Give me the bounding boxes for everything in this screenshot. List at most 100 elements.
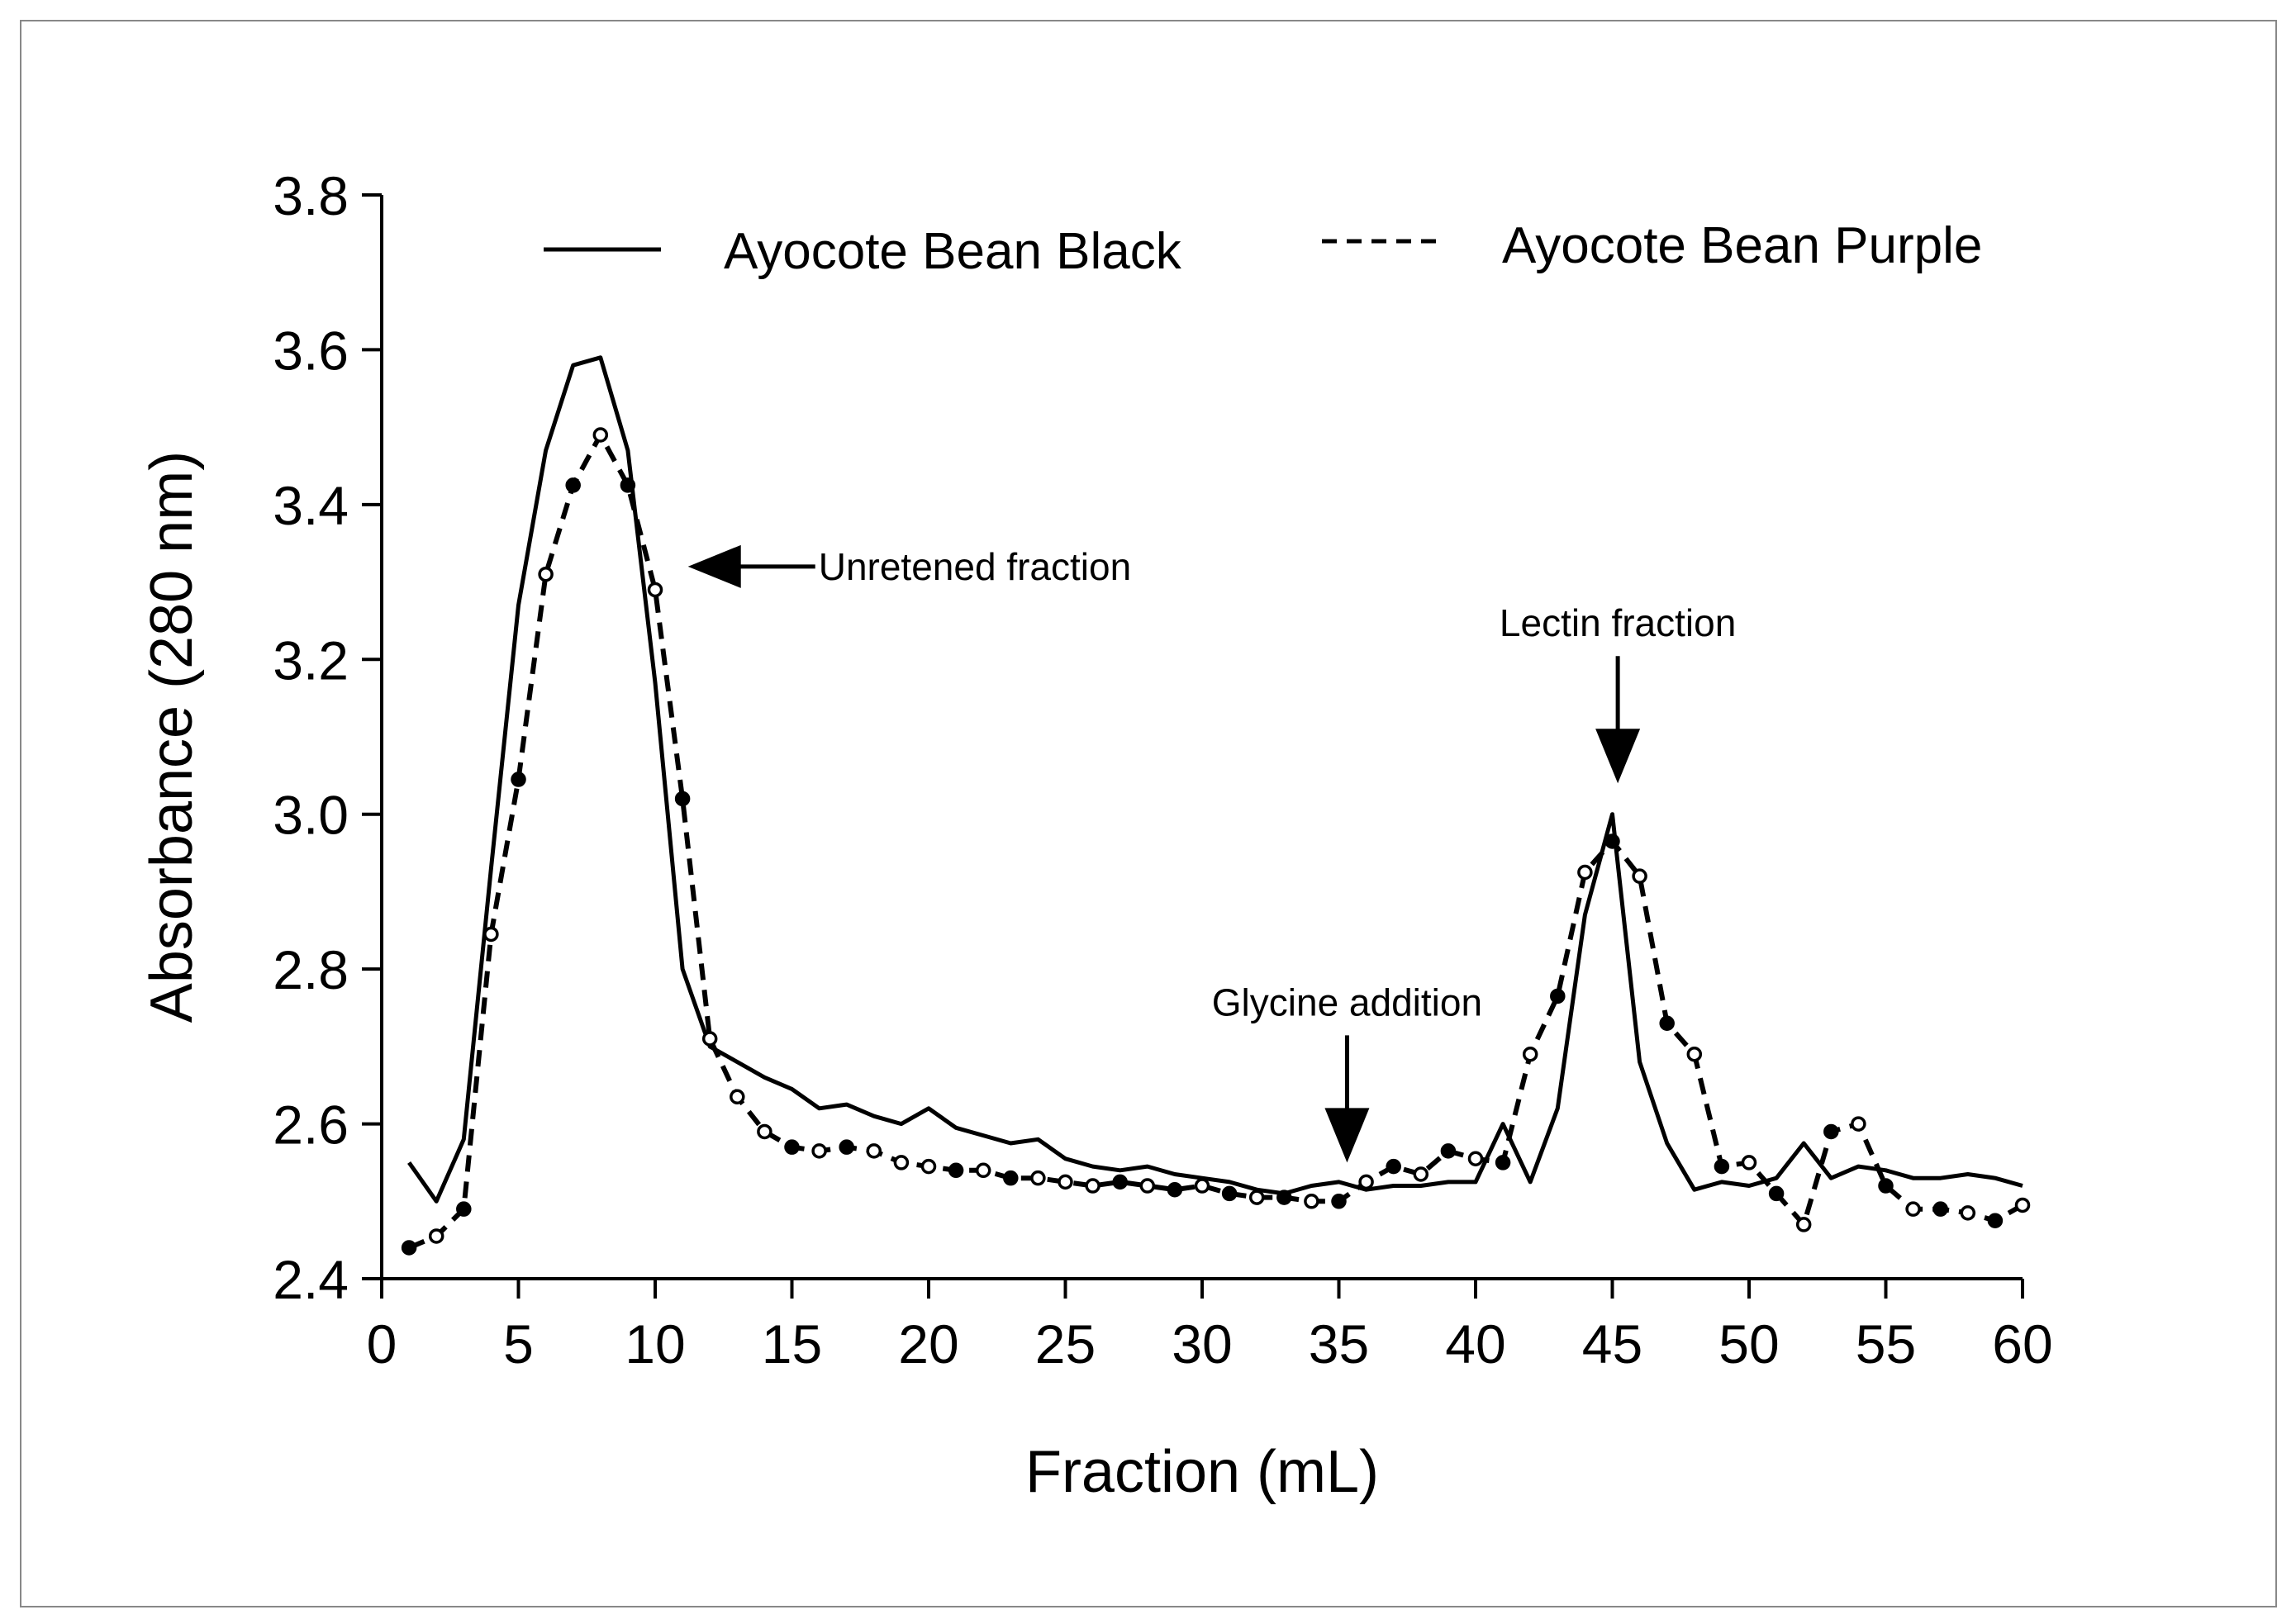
annotation-label: Lectin fraction <box>1500 601 1736 644</box>
x-tick-label: 50 <box>1718 1313 1779 1375</box>
series-point <box>1987 1213 2004 1228</box>
series-point <box>1331 1194 1347 1209</box>
series-point <box>1851 1116 1866 1132</box>
series-point <box>1714 1158 1730 1175</box>
series-point <box>1194 1178 1210 1194</box>
series-point <box>811 1143 827 1159</box>
x-ticks: 0 5 10 15 20 25 30 35 40 45 50 55 60 <box>367 1279 2053 1375</box>
x-tick-label: 45 <box>1582 1313 1642 1375</box>
series-point <box>757 1123 772 1140</box>
series-point <box>1467 1151 1484 1166</box>
series-point <box>1003 1170 1019 1186</box>
series-point <box>1139 1178 1156 1194</box>
y-tick-label: 2.6 <box>273 1095 349 1156</box>
y-tick-label: 3.0 <box>273 785 349 846</box>
series-point <box>1358 1174 1374 1190</box>
series-point <box>1030 1170 1046 1186</box>
series-point <box>1932 1201 1948 1217</box>
series-point <box>538 566 554 582</box>
y-tick-label: 3.4 <box>273 475 349 536</box>
series-point <box>701 1031 718 1047</box>
series-point <box>1386 1158 1401 1175</box>
series-point <box>2014 1197 2031 1213</box>
y-tick-label: 3.6 <box>273 320 349 381</box>
y-tick-label: 3.2 <box>273 629 349 691</box>
series-point <box>866 1143 882 1159</box>
x-tick-label: 60 <box>1992 1313 2052 1375</box>
x-tick-label: 20 <box>898 1313 958 1375</box>
annotation-arrow-head <box>1595 729 1641 784</box>
series-point <box>1823 1123 1839 1140</box>
series-point <box>1167 1181 1183 1198</box>
legend-label-purple: Ayocote Bean Purple <box>1502 217 1982 274</box>
series-point <box>1960 1205 1976 1221</box>
x-axis-title: Fraction (mL) <box>1025 1439 1379 1505</box>
x-tick-label: 0 <box>367 1313 397 1375</box>
series-point <box>428 1228 444 1244</box>
series-point <box>1741 1155 1757 1171</box>
annotation-label: Glycine addition <box>1212 981 1482 1023</box>
y-axis-title: Absorbance (280 nm) <box>139 451 205 1023</box>
series-point <box>1659 1015 1675 1031</box>
series-point <box>975 1162 991 1179</box>
series-point <box>1304 1194 1319 1209</box>
series-point <box>647 582 663 598</box>
series-point <box>1495 1155 1511 1171</box>
y-tick-label: 2.4 <box>273 1249 349 1310</box>
series-point <box>1248 1190 1265 1205</box>
annotation-label: Unretened fraction <box>819 545 1131 588</box>
axes: 0 5 10 15 20 25 30 35 40 45 50 55 60 2.4 2.6 2.8 3.0 3.2… <box>273 165 2052 1375</box>
series-point <box>483 926 499 943</box>
series-point <box>1768 1185 1785 1202</box>
legend: Ayocote Bean Black Ayocote Bean Purple <box>544 217 1982 280</box>
annotation-arrow-head <box>1324 1108 1370 1163</box>
x-tick-label: 15 <box>762 1313 822 1375</box>
series-point <box>1686 1046 1703 1062</box>
series-point <box>1604 833 1620 849</box>
y-ticks: 2.4 2.6 2.8 3.0 3.2 3.4 3.6 3.8 <box>273 165 382 1310</box>
series-layer <box>401 355 2031 1256</box>
series-point <box>1795 1217 1812 1232</box>
series-point <box>1440 1143 1457 1159</box>
series-point <box>1413 1166 1429 1182</box>
series-point <box>592 427 609 443</box>
series-point <box>1550 988 1566 1004</box>
series-point <box>401 1240 417 1256</box>
series-line-purple <box>407 432 2024 1251</box>
x-tick-label: 30 <box>1172 1313 1232 1375</box>
series-point <box>893 1155 910 1171</box>
series-point <box>565 477 581 493</box>
series-point <box>948 1162 964 1179</box>
series-point <box>1058 1174 1073 1190</box>
annotations: Unretened fraction Glycine addition Lectin… <box>687 544 1736 1163</box>
series-point <box>730 1089 745 1105</box>
x-tick-label: 55 <box>1856 1313 1916 1375</box>
series-point <box>456 1201 472 1217</box>
series-point <box>1522 1046 1538 1062</box>
series-point <box>1878 1178 1894 1194</box>
series-point <box>1085 1178 1100 1194</box>
x-tick-label: 10 <box>625 1313 685 1375</box>
annotation-arrow-head <box>687 544 741 588</box>
x-tick-label: 5 <box>503 1313 534 1375</box>
figure-frame <box>20 20 2277 1607</box>
x-tick-label: 40 <box>1445 1313 1505 1375</box>
series-point <box>839 1139 854 1155</box>
series-line-black <box>407 355 2023 1204</box>
series-point <box>1112 1174 1128 1190</box>
series-point <box>784 1139 800 1155</box>
series-point <box>920 1158 937 1175</box>
x-tick-label: 35 <box>1309 1313 1369 1375</box>
series-point <box>1577 864 1593 881</box>
series-point <box>1221 1185 1238 1202</box>
legend-label-black: Ayocote Bean Black <box>724 223 1182 280</box>
series-point <box>620 477 636 493</box>
series-point <box>1632 868 1647 884</box>
x-tick-label: 25 <box>1035 1313 1096 1375</box>
series-point <box>1905 1201 1921 1217</box>
y-tick-label: 2.8 <box>273 939 349 1000</box>
y-tick-label: 3.8 <box>273 165 349 226</box>
series-point <box>674 791 691 807</box>
series-point <box>1276 1190 1292 1205</box>
